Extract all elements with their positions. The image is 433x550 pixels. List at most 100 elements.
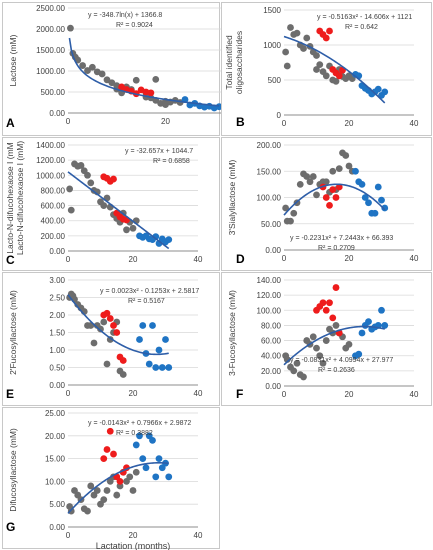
panel-b-y-tick-label: 500 (268, 76, 282, 85)
panel-c-y-tick-label: 1200.00 (36, 156, 65, 165)
panel-c-equation: y = -32.657x + 1044.7 (125, 148, 193, 155)
panel-g-trendline (67, 461, 169, 514)
panel-b-x-tick-label: 0 (282, 119, 287, 128)
panel-a-point-grey (98, 70, 106, 78)
panel-f-r-squared: R² = 0.2636 (318, 367, 355, 374)
panel-f-point-red (332, 284, 340, 291)
panel-b-point-red (326, 27, 333, 35)
panel-g-y-axis-label: Difucosyllactose (mM) (8, 428, 18, 512)
panel-e-r-squared: R² = 0.5167 (128, 298, 165, 305)
panel-d-point-blue (361, 194, 369, 201)
panel-f-point-grey (293, 359, 301, 367)
panel-d-point-blue (358, 180, 366, 188)
panel-a-equation: y = -348.7ln(x) + 1366.8 (88, 12, 162, 19)
panel-g-point-red (100, 455, 108, 462)
panel-e-y-tick-label: 0.00 (49, 381, 65, 390)
panel-g-y-tick-label: 10.00 (45, 477, 66, 486)
panel-g-x-axis-label: Lactation (months) (96, 541, 171, 550)
panel-g-y-tick-label: 15.00 (45, 455, 66, 464)
panel-a-point-grey (84, 67, 91, 74)
panel-g-point-grey (126, 473, 134, 481)
panel-b-letter: B (236, 115, 245, 129)
panel-b-point-grey (300, 45, 307, 52)
panel-e: 0.00 0.50 1.00 1.50 2.00 2.50 3.00 0 20 40 2'Fucos… (2, 272, 220, 406)
panel-e-point-blue (162, 336, 169, 343)
panel-a-r-squared: R² = 0.9024 (116, 22, 153, 29)
panel-d-point-red (332, 194, 340, 201)
panel-b-point-blue (374, 85, 382, 93)
panel-e-y-tick-label: 1.00 (49, 346, 65, 355)
panel-d-letter: D (236, 252, 245, 266)
panel-d-x-tick-label: 20 (345, 254, 354, 263)
panel-g-point-grey (84, 507, 91, 515)
panel-g-y-tick-label: 20.00 (45, 432, 66, 441)
panel-c-y-tick-label: 0.00 (49, 247, 65, 256)
panel-f-point-blue (378, 306, 385, 314)
panel-d-point-blue (374, 183, 382, 191)
panel-f-point-grey (300, 373, 307, 381)
panel-c-x-tick-label: 0 (66, 255, 71, 264)
panel-c-y-tick-label: 400.00 (41, 217, 66, 226)
panel-e-point-blue (136, 336, 143, 343)
panel-a-point-grey (152, 76, 160, 83)
panel-d-point-grey (290, 209, 298, 217)
panel-e-point-blue (145, 360, 153, 368)
panel-d-point-grey (296, 180, 304, 188)
panel-d-point-red (322, 194, 330, 201)
panel-d: 0.00 50.00 100.00 150.00 200.00 0 20 40 3'Sialyl… (221, 137, 432, 271)
panel-b-point-grey (332, 78, 340, 85)
panel-e-x-tick-label: 40 (194, 389, 203, 398)
panel-e-point-grey (119, 371, 127, 378)
panel-f-point-grey (322, 337, 330, 344)
panel-e-y-tick-label: 3.00 (49, 276, 65, 285)
panel-b-y-axis-label: Total identifiedoligosaccharides (224, 31, 244, 94)
panel-d-point-blue (365, 199, 372, 207)
panel-e-trendline (67, 294, 169, 356)
panel-c-point-grey (129, 224, 137, 232)
panel-c-y-tick-label: 600.00 (41, 202, 66, 211)
panel-b-point-grey (282, 48, 290, 56)
panel-b-trendline (283, 35, 386, 104)
panel-a-y-tick-label: 2000.00 (36, 25, 65, 34)
panel-c-point-red (110, 175, 117, 183)
panel-c-y-tick-label: 1000.00 (36, 171, 65, 180)
panel-f-letter: F (236, 387, 243, 401)
panel-a: 0.00 500.00 1000.00 1500.00 2000.00 2500.00 0 2… (2, 2, 268, 136)
panel-c-x-tick-label: 20 (129, 255, 138, 264)
panel-e-y-tick-label: 0.50 (49, 364, 65, 373)
panel-d-r-squared: R² = 0.2709 (318, 245, 355, 252)
panel-g-point-red (106, 427, 114, 435)
panel-g-point-blue (139, 455, 147, 462)
panel-g-y-tick-label: 25.00 (45, 409, 66, 418)
panel-b-point-grey (293, 29, 301, 37)
panel-d-point-blue (352, 167, 359, 175)
panel-b-equation: y = -0.5163x² - 14.606x + 1121 (317, 14, 412, 21)
panel-f-y-tick-label: 120.00 (257, 291, 282, 300)
panel-c-x-tick-label: 40 (194, 255, 203, 264)
panel-f: 0.00 20.00 40.00 60.00 80.00 100.00 120.00 140.… (221, 272, 432, 406)
panel-f-point-red (322, 306, 330, 314)
panel-d-point-blue (371, 209, 379, 217)
panel-f-y-tick-label: 20.00 (261, 367, 282, 376)
panel-f-point-blue (365, 318, 372, 326)
panel-f-y-axis-label: 3-Fucosyllactose (mM) (227, 290, 237, 376)
panel-f-y-tick-label: 80.00 (261, 321, 282, 330)
panel-e-y-axis-label: 2'Fucosyllactose (mM) (8, 290, 18, 375)
panel-e-equation: y = 0.0023x² - 0.1253x + 2.5817 (100, 288, 199, 295)
panel-e-point-grey (100, 318, 108, 326)
panel-a-y-tick-label: 1000.00 (36, 67, 65, 76)
panel-d-equation: y = -0.2231x² + 7.2443x + 66.393 (290, 235, 393, 242)
panel-f-point-grey (345, 340, 353, 348)
panel-g-point-grey (113, 491, 121, 499)
panel-b-point-grey (322, 72, 330, 80)
panel-e-point-blue (149, 322, 156, 329)
panel-e-point-blue (139, 322, 147, 329)
panel-f-trendline (283, 325, 385, 366)
panel-f-x-tick-label: 20 (345, 390, 354, 399)
panel-g: 0.00 5.00 10.00 15.00 20.00 25.00 0 20 40 Difucos… (2, 407, 220, 550)
panel-b-x-tick-label: 40 (410, 119, 419, 128)
panel-f-point-red (319, 299, 327, 307)
panel-d-y-axis-label: 3'Sialyllactose (mM) (227, 159, 237, 235)
panel-g-y-tick-label: 5.00 (49, 500, 65, 509)
